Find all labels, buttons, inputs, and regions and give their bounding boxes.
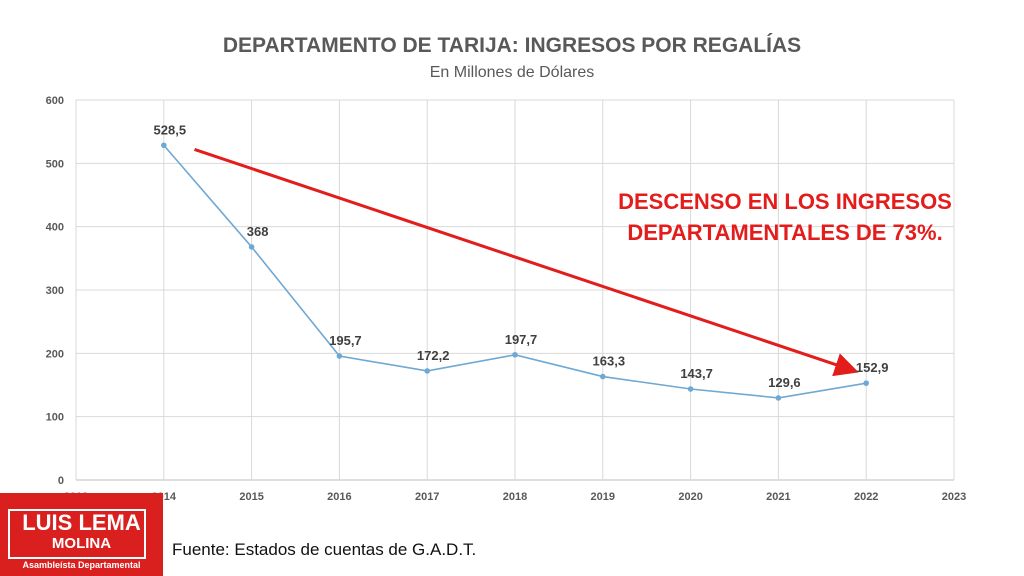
logo-role: Asambleísta Departamental	[22, 560, 141, 570]
data-label: 143,7	[680, 366, 713, 381]
y-tick-label: 600	[46, 95, 64, 107]
annotation-line-2: DEPARTAMENTALES DE 73%.	[627, 220, 943, 245]
data-label: 129,6	[768, 375, 801, 390]
x-tick-label: 2018	[503, 491, 527, 503]
data-point	[512, 351, 518, 358]
data-label: 197,7	[505, 332, 538, 347]
data-label: 195,7	[329, 333, 362, 348]
annotation-line-1: DESCENSO EN LOS INGRESOS	[618, 189, 952, 214]
data-point	[336, 353, 343, 359]
x-tick-label: 2020	[678, 491, 702, 503]
y-tick-label: 0	[58, 475, 64, 487]
y-tick-label: 200	[46, 348, 64, 360]
logo-surname: MOLINA	[51, 535, 112, 552]
data-label: 528,5	[154, 122, 187, 137]
y-tick-label: 400	[46, 222, 64, 234]
data-label: 172,2	[417, 348, 450, 363]
x-tick-label: 2023	[942, 491, 966, 503]
y-tick-label: 100	[46, 412, 64, 424]
data-point	[775, 395, 782, 401]
x-tick-label: 2021	[766, 491, 790, 503]
x-tick-label: 2015	[239, 491, 263, 503]
data-label: 163,3	[593, 354, 626, 369]
data-label: 152,9	[856, 360, 889, 375]
x-tick-label: 2019	[591, 491, 615, 503]
chart-subtitle: En Millones de Dólares	[429, 64, 595, 81]
source-note: Fuente: Estados de cuentas de G.A.D.T.	[172, 540, 477, 559]
data-label: 368	[247, 224, 269, 239]
logo-frame	[8, 509, 146, 559]
x-tick-label: 2017	[415, 491, 439, 503]
y-tick-label: 300	[46, 285, 64, 297]
x-tick-label: 2022	[854, 491, 878, 503]
data-point	[248, 244, 255, 250]
x-tick-label: 2016	[327, 491, 351, 503]
trend-arrow	[194, 147, 859, 377]
y-tick-label: 500	[46, 158, 64, 170]
decline-annotation: DESCENSO EN LOS INGRESOS DEPARTAMENTALES…	[590, 186, 980, 248]
logo: LUIS LEMA MOLINA Asambleísta Departament…	[0, 493, 163, 576]
logo-name: LUIS LEMA	[22, 510, 141, 535]
chart-title: DEPARTAMENTO DE TARIJA: INGRESOS POR REG…	[222, 34, 802, 57]
data-point	[863, 380, 869, 386]
data-point	[600, 373, 606, 380]
data-point	[161, 142, 167, 149]
data-point	[687, 386, 694, 392]
data-point	[424, 368, 431, 374]
